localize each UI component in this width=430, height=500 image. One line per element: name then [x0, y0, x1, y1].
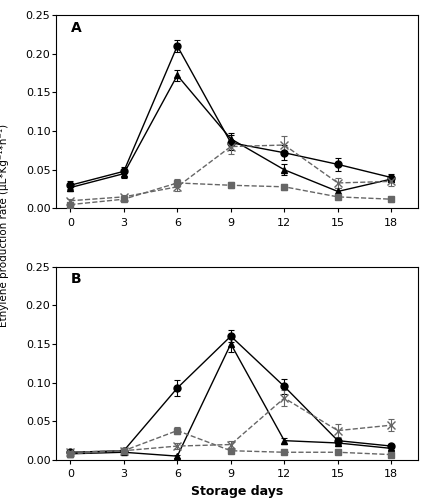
X-axis label: Storage days: Storage days — [190, 484, 283, 498]
Text: A: A — [71, 21, 81, 35]
Text: Ethylene production rate (μL*Kg⁻¹*h⁻¹): Ethylene production rate (μL*Kg⁻¹*h⁻¹) — [0, 124, 9, 326]
Text: B: B — [71, 272, 81, 286]
